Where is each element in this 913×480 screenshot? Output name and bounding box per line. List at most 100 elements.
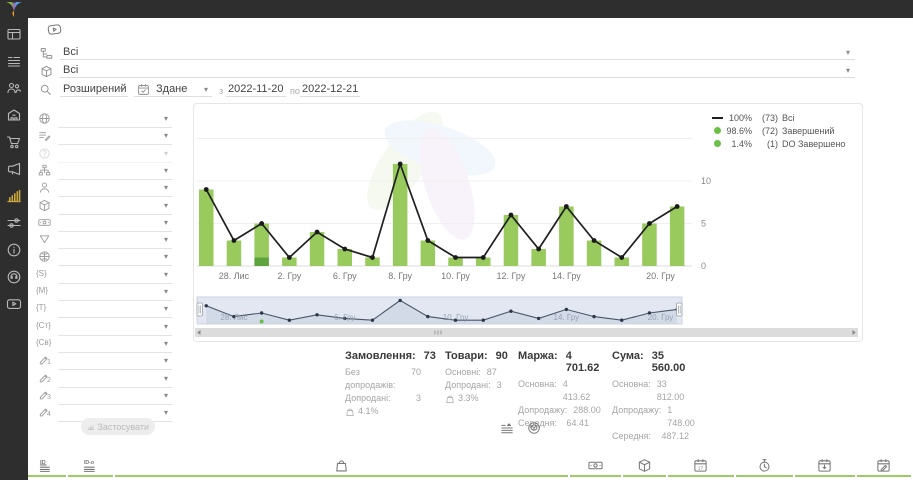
sidebar-item-marketing[interactable]	[6, 161, 22, 177]
chevron-down-icon[interactable]: ▾	[163, 235, 168, 245]
line-point[interactable]	[370, 255, 375, 260]
sidebar-item-video[interactable]	[6, 296, 22, 312]
group-filter-select[interactable]	[60, 59, 855, 60]
scrollbar-right-arrow-icon[interactable]	[852, 330, 856, 335]
filter-select[interactable]: ▾	[58, 353, 172, 371]
filter-select[interactable]: ▾	[58, 267, 172, 284]
search-icon[interactable]	[39, 83, 52, 96]
line-point[interactable]	[536, 246, 542, 252]
line-point[interactable]	[563, 204, 569, 209]
sidebar-item-cart[interactable]	[6, 134, 22, 150]
bar-completed[interactable]	[392, 164, 408, 266]
filter-select[interactable]: ▾	[58, 388, 172, 405]
sidebar-item-support[interactable]	[6, 269, 22, 285]
filter-select[interactable]: ▾	[58, 215, 172, 232]
table-column-header-calendar-import[interactable]	[795, 455, 855, 477]
filter-select[interactable]: ▾	[58, 128, 172, 146]
line-point[interactable]	[231, 238, 237, 243]
chevron-down-icon[interactable]: ▾	[163, 373, 168, 383]
sidebar-item-analytics[interactable]	[6, 188, 22, 204]
orders-chart[interactable]: 0 5 10 28. Лис 2. Гру 6. Гру 8. Гру 10. Гру 12. …	[195, 106, 861, 338]
navigator-handle-left[interactable]	[196, 302, 203, 317]
sidebar-item-orders-list[interactable]	[6, 53, 22, 69]
bar-completed[interactable]	[559, 206, 574, 267]
chevron-down-icon[interactable]: ▾	[163, 356, 168, 366]
sidebar-item-customers[interactable]	[6, 80, 22, 96]
chevron-down-icon[interactable]: ▾	[163, 338, 168, 348]
bar-completed[interactable]	[309, 232, 325, 266]
table-column-header-id-external[interactable]: ID-o	[67, 455, 114, 477]
legend-item-Всі[interactable]: 100% (73) Всі	[710, 111, 860, 124]
line-point[interactable]	[342, 246, 348, 252]
chevron-down-icon[interactable]: ▾	[163, 217, 168, 227]
bar-completed[interactable]	[365, 257, 380, 267]
filter-select[interactable]: ▾	[58, 284, 172, 301]
sidebar-item-info[interactable]	[6, 242, 22, 258]
chevron-down-icon[interactable]: ▾	[163, 183, 168, 193]
filter-select[interactable]: ▾	[58, 232, 172, 250]
line-point[interactable]	[425, 238, 431, 243]
product-filter-select[interactable]	[60, 77, 855, 78]
filter-select[interactable]: ▾	[58, 180, 172, 198]
scrollbar-grip[interactable]	[434, 330, 442, 335]
table-column-header-payment[interactable]	[569, 455, 622, 477]
bar-completed[interactable]	[420, 240, 436, 267]
line-point[interactable]	[286, 255, 292, 260]
line-point[interactable]	[674, 204, 680, 209]
bar-completed[interactable]	[614, 257, 630, 267]
chevron-down-icon[interactable]: ▾	[163, 200, 168, 210]
line-point[interactable]	[591, 238, 597, 243]
line-point[interactable]	[480, 255, 486, 260]
chevron-down-icon[interactable]: ▾	[163, 304, 168, 314]
filter-select[interactable]: ▾	[58, 111, 172, 128]
scrollbar-left-arrow-icon[interactable]	[197, 330, 201, 335]
filter-select[interactable]: ▾	[58, 163, 172, 180]
navigator-handle-right[interactable]	[676, 302, 683, 317]
chevron-down-icon[interactable]: ▾	[163, 287, 168, 296]
bar-completed[interactable]	[199, 189, 214, 267]
bar-completed[interactable]	[226, 240, 242, 267]
chevron-down-icon[interactable]: ▾	[163, 165, 168, 175]
chevron-down-icon[interactable]: ▾	[846, 48, 851, 57]
line-point[interactable]	[619, 255, 625, 260]
bar-completed[interactable]	[531, 249, 546, 266]
chevron-down-icon[interactable]: ▾	[163, 321, 168, 331]
line-point[interactable]	[647, 221, 652, 226]
sidebar-item-dashboard[interactable]	[6, 26, 22, 42]
chevron-down-icon[interactable]: ▾	[163, 408, 168, 418]
line-point[interactable]	[314, 229, 320, 235]
table-column-header-stopwatch[interactable]	[735, 455, 794, 477]
legend-item-Завершений[interactable]: 98.6% (72) Завершений	[710, 124, 860, 137]
bar-completed[interactable]	[282, 257, 297, 267]
filter-select[interactable]: ▾	[58, 198, 172, 215]
legend-item-DO Завершено[interactable]: 1.4% (1) DO Завершено	[710, 137, 860, 150]
chevron-down-icon[interactable]: ▾	[204, 85, 209, 94]
filter-select[interactable]: ▾	[58, 336, 172, 353]
filter-select[interactable]: ▾	[58, 319, 172, 336]
sidebar-item-warehouse[interactable]	[6, 107, 22, 123]
line-point[interactable]	[203, 187, 209, 192]
chevron-down-icon[interactable]: ▾	[163, 131, 168, 141]
table-column-header-package[interactable]	[623, 455, 666, 477]
date-from-input[interactable]: 2022-11-20	[228, 83, 284, 95]
filter-select[interactable]: ▾	[58, 371, 172, 388]
sidebar-item-settings-sliders[interactable]	[6, 215, 22, 231]
line-point[interactable]	[397, 161, 403, 167]
chevron-down-icon[interactable]: ▾	[846, 66, 851, 75]
date-field-select[interactable]	[134, 96, 212, 97]
table-column-header-bag[interactable]	[115, 455, 568, 477]
bar-completed[interactable]	[586, 240, 602, 267]
chart-scrollbar-track[interactable]	[195, 328, 858, 337]
table-column-header-calendar-date[interactable]: 17	[667, 455, 734, 477]
line-point[interactable]	[508, 212, 514, 218]
chevron-down-icon[interactable]: ▾	[163, 252, 168, 262]
search-mode-select[interactable]	[60, 96, 128, 97]
chevron-down-icon[interactable]: ▾	[163, 390, 168, 400]
product-view-toggle-icon[interactable]	[527, 421, 541, 435]
line-point[interactable]	[453, 255, 458, 260]
chevron-down-icon[interactable]: ▾	[163, 114, 168, 123]
chevron-down-icon[interactable]: ▾	[163, 148, 168, 158]
bar-completed[interactable]	[476, 257, 491, 267]
bar-completed[interactable]	[448, 257, 463, 267]
line-point[interactable]	[259, 221, 265, 226]
